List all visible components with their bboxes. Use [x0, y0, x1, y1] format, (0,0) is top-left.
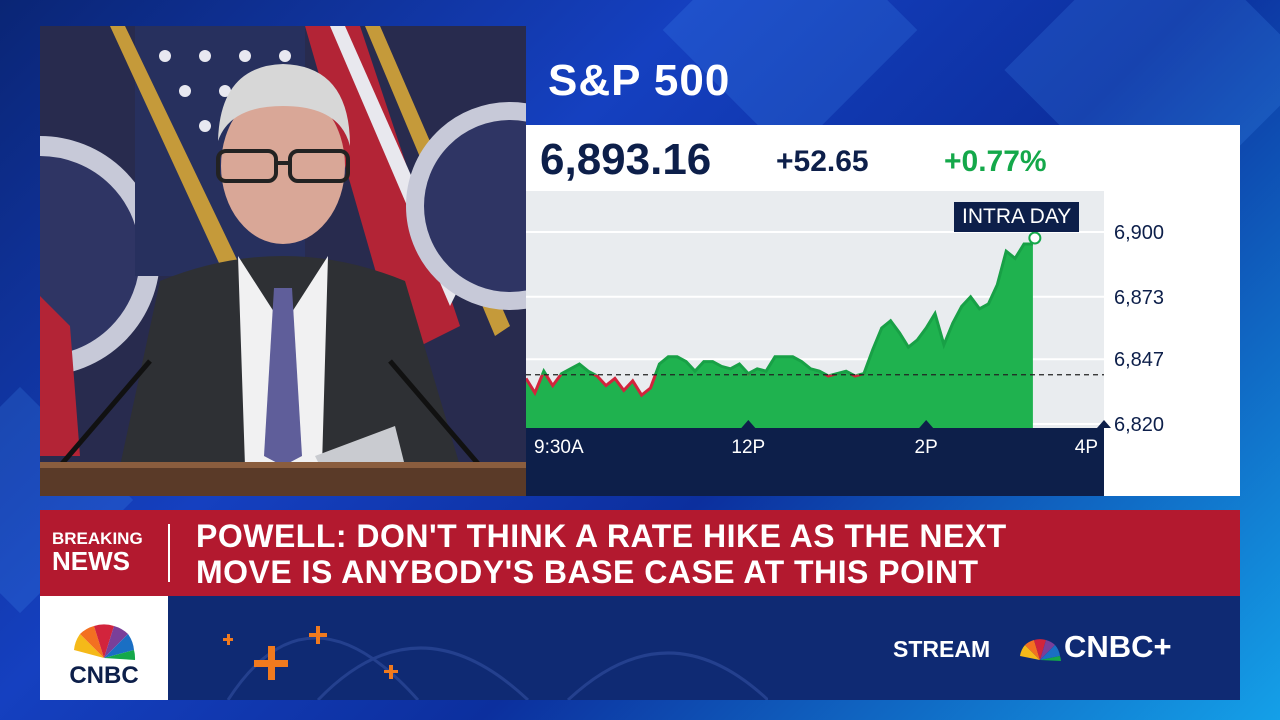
- series-line-loss: [526, 374, 866, 398]
- stream-label: STREAM: [893, 636, 991, 662]
- x-tick-label: 12P: [731, 437, 765, 458]
- intraday-chart: 9:30A 12P 2P 4P 6,900 6,873 6,847 6,820 INTRA D…: [526, 191, 1240, 496]
- x-tick-marker: [1097, 420, 1111, 428]
- cnbc-plus-brand: CNBC+: [1064, 629, 1172, 664]
- breaking-news-bar: BREAKING NEWS POWELL: DON'T THINK A RATE…: [40, 510, 1240, 596]
- video-feed: [40, 26, 526, 496]
- cnbc-peacock-icon: [74, 624, 136, 660]
- decorative-pattern: [223, 626, 768, 700]
- x-tick-label: 4P: [1075, 437, 1098, 458]
- series-line-gain: [540, 242, 1033, 375]
- index-price: 6,893.16: [540, 135, 712, 184]
- cnbc-logo: CNBC: [40, 596, 168, 700]
- y-tick-label: 6,900: [1114, 222, 1164, 244]
- chart-title: S&P 500: [548, 56, 731, 105]
- breaking-label: BREAKING: [52, 529, 143, 548]
- period-label: INTRA DAY: [954, 202, 1080, 232]
- quote-bar: 6,893.16 +52.65 +0.77%: [526, 125, 1240, 191]
- x-tick-label: 2P: [915, 437, 938, 458]
- breaking-news-label: BREAKING NEWS: [52, 528, 143, 576]
- x-tick-marker: [741, 420, 756, 428]
- y-tick-label: 6,820: [1114, 414, 1164, 436]
- last-point-marker: [1028, 231, 1042, 245]
- y-tick-label: 6,847: [1114, 349, 1164, 371]
- series-area: [526, 244, 1033, 428]
- x-axis-bar: [526, 428, 1104, 496]
- index-change-percent: +0.77%: [944, 145, 1047, 178]
- cnbc-logo-text: CNBC: [69, 662, 139, 689]
- x-tick-marker: [919, 420, 934, 428]
- news-label: NEWS: [52, 546, 130, 576]
- chart-canvas: 9:30A 12P 2P 4P 6,900 6,873 6,847 6,820: [526, 222, 1164, 458]
- index-change: +52.65: [776, 145, 869, 178]
- headline-line-2: MOVE IS ANYBODY'S BASE CASE AT THIS POIN…: [196, 554, 979, 590]
- network-bar: CNBC STREAM CNBC+: [40, 596, 1240, 700]
- x-tick-label: 9:30A: [534, 437, 584, 458]
- divider: [168, 524, 170, 582]
- cnbc-peacock-icon: [1020, 639, 1061, 661]
- headline: POWELL: DON'T THINK A RATE HIKE AS THE N…: [196, 518, 1007, 590]
- headline-line-1: POWELL: DON'T THINK A RATE HIKE AS THE N…: [196, 518, 1007, 554]
- press-conference-scene: [40, 26, 526, 496]
- y-tick-label: 6,873: [1114, 287, 1164, 309]
